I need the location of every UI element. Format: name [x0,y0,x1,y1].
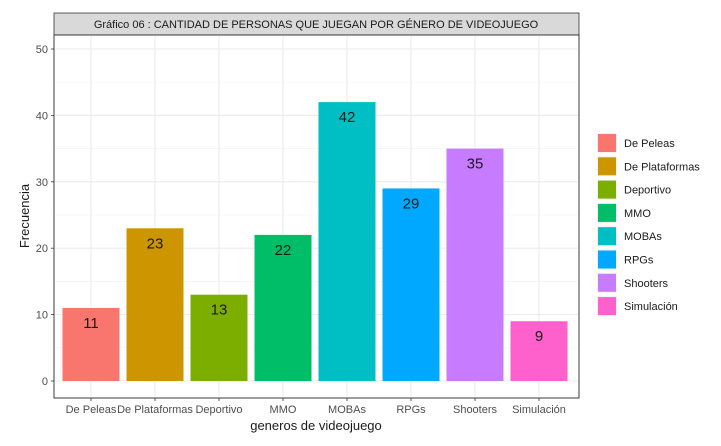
x-tick-label: MOBAs [328,404,366,416]
x-tick-label: De Peleas [66,404,117,416]
y-tick-label: 40 [36,110,48,122]
legend-label: Shooters [624,278,669,290]
data-labels: 11 23 13 22 42 29 35 9 [83,109,543,345]
x-tick-label: MMO [270,404,297,416]
x-tick-label: Simulación [512,404,566,416]
bar [190,294,248,381]
x-tick-label: De Plataformas [117,404,193,416]
legend-label: Deportivo [624,185,671,197]
data-label: 22 [275,242,292,259]
y-tick-label: 20 [36,243,48,255]
data-label: 29 [403,195,420,212]
data-label: 42 [339,109,356,126]
x-tick-label: Shooters [453,404,498,416]
bars [62,102,568,382]
x-axis-title: generos de videojuego [250,418,382,433]
legend-swatch [598,203,616,222]
data-label: 23 [147,235,164,252]
legend-label: Simulación [624,301,678,313]
bar [510,321,568,381]
bar [126,228,184,381]
bar [382,188,440,381]
chart-title: Gráfico 06 : CANTIDAD DE PERSONAS QUE JU… [94,18,539,31]
plot-border [53,34,580,399]
legend-label: De Peleas [624,138,675,150]
legend-swatch [598,180,616,199]
x-axis: De Peleas De Plataformas Deportivo MMO MOBAs… [66,398,566,416]
bar [62,307,120,381]
legend-label: MMO [624,208,651,220]
bar [254,234,312,381]
y-tick-label: 0 [42,376,48,388]
bar [446,148,504,381]
legend-label: MOBAs [624,231,662,243]
legend-swatch [598,250,616,269]
y-tick-label: 10 [36,310,48,322]
data-label: 35 [467,156,484,173]
y-tick-label: 50 [36,44,48,56]
legend: De Peleas De Plataformas Deportivo MMO MOBAs… [597,133,700,317]
data-label: 11 [83,315,99,332]
legend-swatch [598,157,616,176]
legend-swatch [598,273,616,292]
x-tick-label: Deportivo [195,404,242,416]
bar [318,102,376,382]
y-axis: 0 10 20 30 40 50 [36,44,54,388]
legend-swatch [598,297,616,316]
y-axis-title: Frecuencia [17,183,32,248]
legend-label: De Plataformas [624,161,700,173]
legend-swatch [598,227,616,246]
y-tick-label: 30 [36,177,48,189]
legend-label: RPGs [624,255,654,267]
x-tick-label: RPGs [396,404,426,416]
data-label: 13 [211,302,228,319]
legend-swatch [598,134,616,152]
data-label: 9 [535,328,543,345]
